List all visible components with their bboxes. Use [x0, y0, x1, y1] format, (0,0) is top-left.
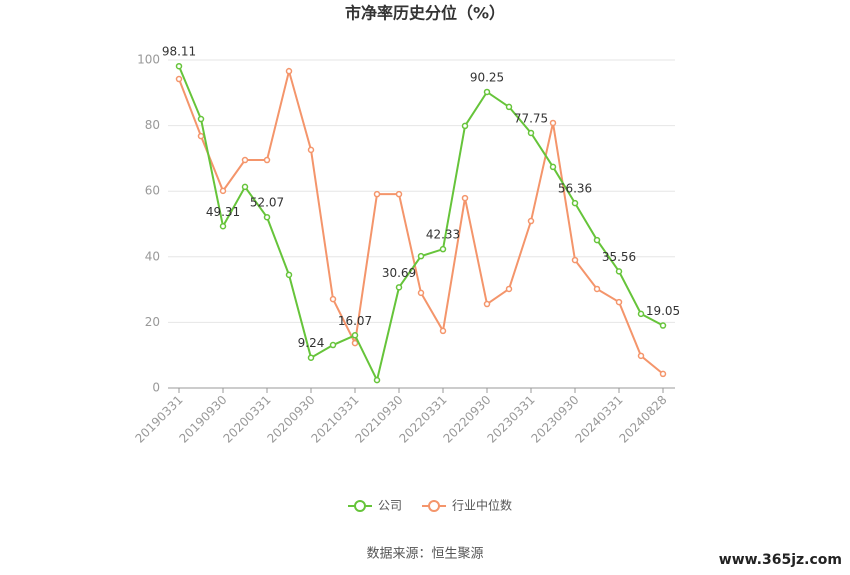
data-point: [285, 67, 293, 75]
y-tick-label: 40: [145, 249, 160, 263]
y-tick-label: 60: [145, 184, 160, 198]
watermark: www.365jz.com: [719, 552, 842, 568]
data-point: [505, 103, 513, 111]
data-label: 9.24: [298, 336, 325, 350]
data-point: [395, 190, 403, 198]
data-point: [263, 213, 271, 221]
y-tick-label: 80: [145, 118, 160, 132]
data-point: [483, 300, 491, 308]
data-point: [659, 322, 667, 329]
data-point: [263, 156, 271, 164]
data-point: [571, 256, 579, 264]
data-point: [527, 129, 535, 137]
data-point: [197, 115, 205, 123]
data-point: [175, 62, 183, 70]
data-point: [461, 122, 469, 130]
data-point: [351, 332, 359, 339]
data-label: 98.11: [162, 45, 196, 59]
source-note: 数据来源：恒生聚源: [366, 547, 483, 562]
legend-label: 公司: [378, 499, 402, 513]
data-point: [197, 132, 205, 140]
legend-marker: [428, 500, 441, 512]
data-point: [505, 285, 513, 293]
data-point: [593, 285, 601, 293]
data-label: 52.07: [250, 196, 284, 210]
data-point: [219, 187, 227, 195]
y-tick-label: 0: [152, 381, 160, 395]
legend-marker: [354, 500, 366, 512]
data-point: [417, 252, 425, 260]
data-point: [637, 310, 645, 318]
y-tick-label: 20: [145, 315, 160, 329]
chart-title: 市净率历史分位（%）: [345, 4, 505, 23]
data-label: 56.36: [558, 182, 592, 196]
data-label: 49.31: [206, 205, 240, 219]
data-point: [593, 236, 601, 244]
data-label: 30.69: [382, 266, 416, 280]
data-point: [307, 354, 315, 361]
data-label: 77.75: [514, 111, 548, 125]
data-point: [439, 327, 447, 335]
data-point: [637, 352, 645, 360]
data-point: [549, 119, 557, 127]
data-point: [241, 156, 249, 164]
data-point: [527, 217, 535, 225]
data-point: [439, 245, 447, 253]
data-point: [615, 268, 623, 275]
data-point: [483, 88, 491, 96]
data-point: [395, 284, 403, 291]
data-label: 42.33: [426, 228, 460, 242]
data-point: [571, 199, 579, 207]
data-label: 35.56: [602, 250, 636, 264]
data-point: [175, 75, 183, 83]
series-line: [178, 67, 664, 375]
data-point: [659, 370, 667, 378]
data-point: [461, 194, 469, 202]
legend-label: 行业中位数: [452, 498, 512, 513]
data-point: [351, 339, 359, 347]
data-point: [373, 190, 381, 198]
data-point: [417, 289, 425, 297]
data-label: 19.05: [646, 304, 680, 318]
data-point: [549, 163, 557, 171]
y-tick-label: 100: [137, 53, 160, 67]
data-label: 16.07: [338, 314, 372, 328]
x-tick-label: 20240828: [617, 393, 670, 446]
data-label: 90.25: [470, 70, 504, 84]
data-point: [285, 271, 293, 279]
data-point: [307, 146, 315, 154]
data-point: [615, 298, 623, 306]
data-point: [329, 341, 337, 349]
series-line: [178, 65, 664, 384]
data-point: [219, 223, 227, 230]
data-point: [329, 295, 337, 303]
data-point: [241, 183, 249, 191]
data-point: [373, 376, 381, 384]
